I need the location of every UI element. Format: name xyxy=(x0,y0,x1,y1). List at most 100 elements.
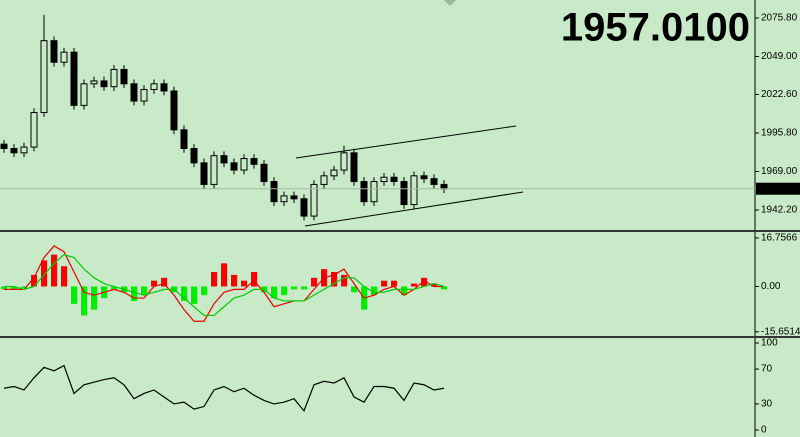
histogram-bar xyxy=(71,286,77,304)
candle-body xyxy=(270,181,278,203)
histogram-bar xyxy=(231,274,237,287)
candle-body xyxy=(10,147,18,154)
histogram-bar xyxy=(431,283,437,287)
candle-body xyxy=(420,175,428,180)
histogram-bar xyxy=(201,286,207,296)
candle-body xyxy=(310,183,318,217)
y-tick-label: 100 xyxy=(761,338,778,349)
histogram-bar xyxy=(281,286,287,296)
channel-line xyxy=(304,191,524,227)
candle-body xyxy=(20,146,28,154)
histogram-bar xyxy=(341,274,347,287)
y-tick-label: 30 xyxy=(761,399,773,410)
histogram-bar xyxy=(61,266,67,287)
histogram-bar xyxy=(11,286,17,290)
candle-body xyxy=(240,158,248,171)
histogram-bar xyxy=(251,271,257,287)
price-display: 1957.0100 xyxy=(561,6,750,50)
y-tick-label: 2049.00 xyxy=(761,51,798,62)
channel-line xyxy=(295,125,517,159)
histogram-bar xyxy=(381,280,387,287)
histogram-bar xyxy=(371,286,377,296)
candle-body xyxy=(30,112,38,148)
candle-body xyxy=(390,176,398,183)
candle-body xyxy=(130,83,138,102)
candle-body xyxy=(440,183,448,190)
histogram-bar xyxy=(271,286,277,299)
candle-body xyxy=(210,155,218,185)
candle-body xyxy=(360,181,368,203)
candle-body xyxy=(330,169,338,177)
y-tick-label: 0.00 xyxy=(761,281,781,292)
histogram-bar xyxy=(141,286,147,296)
candle-body xyxy=(250,158,258,165)
y-tick-label: 2022.60 xyxy=(761,89,798,100)
candle-body xyxy=(150,83,158,91)
y-tick-label: -15.6514 xyxy=(761,326,800,337)
histogram-bar xyxy=(91,286,97,310)
histogram-bar xyxy=(441,286,447,290)
histogram-bar xyxy=(151,280,157,287)
candle-body xyxy=(160,83,168,92)
histogram-bar xyxy=(31,274,37,287)
candle-body xyxy=(220,155,228,164)
histogram-bar xyxy=(161,277,167,287)
candle-body xyxy=(50,40,58,63)
last-price-label: 1957.01 xyxy=(760,183,797,194)
candle-body xyxy=(430,178,438,185)
candle-body xyxy=(70,51,78,106)
y-tick-label: 1995.80 xyxy=(761,128,798,139)
candle-body xyxy=(120,68,128,85)
y-tick-label: 1969.00 xyxy=(761,166,798,177)
candle-body xyxy=(410,175,418,206)
histogram-bar xyxy=(21,286,27,288)
histogram-bar xyxy=(421,277,427,287)
candle-body xyxy=(0,143,8,149)
histogram-bar xyxy=(111,286,117,290)
histogram-bar xyxy=(221,263,227,287)
histogram-bar xyxy=(241,280,247,287)
y-tick-label: 16.7566 xyxy=(761,233,798,244)
candle-body xyxy=(320,175,328,185)
histogram-bar xyxy=(191,286,197,304)
candle-body xyxy=(280,195,288,203)
histogram-bar xyxy=(331,271,337,287)
candle-body xyxy=(300,198,308,217)
candle-body xyxy=(170,90,178,131)
histogram-bar xyxy=(291,286,297,290)
histogram-bar xyxy=(211,271,217,287)
candle-body xyxy=(140,89,148,102)
last-price-box xyxy=(756,182,800,195)
histogram-bar xyxy=(411,283,417,287)
candle-body xyxy=(400,181,408,206)
y-tick-label: 1942.20 xyxy=(761,205,798,216)
candle-body xyxy=(190,147,198,164)
candle-body xyxy=(110,68,118,88)
histogram-bar xyxy=(311,277,317,287)
candle-body xyxy=(200,162,208,185)
oscillator-line xyxy=(3,364,445,413)
candle-body xyxy=(80,83,88,106)
histogram-bar xyxy=(81,286,87,316)
candle-body xyxy=(90,80,98,85)
indicator-line xyxy=(4,245,444,322)
indicator-line xyxy=(4,253,445,317)
candle-body xyxy=(100,80,108,88)
histogram-bar xyxy=(181,286,187,301)
histogram-bar xyxy=(51,254,57,287)
candle-body xyxy=(230,162,238,171)
histogram-bar xyxy=(131,286,137,301)
y-tick-label: 0 xyxy=(761,425,767,436)
histogram-bar xyxy=(301,286,307,290)
candle-body xyxy=(180,129,188,149)
candle-body xyxy=(260,163,268,183)
histogram-bar xyxy=(401,286,407,296)
y-tick-label: 70 xyxy=(761,364,773,375)
histogram-bar xyxy=(351,286,357,293)
candle-body xyxy=(340,152,348,171)
candle-body xyxy=(40,40,48,114)
candle-body xyxy=(370,181,378,203)
